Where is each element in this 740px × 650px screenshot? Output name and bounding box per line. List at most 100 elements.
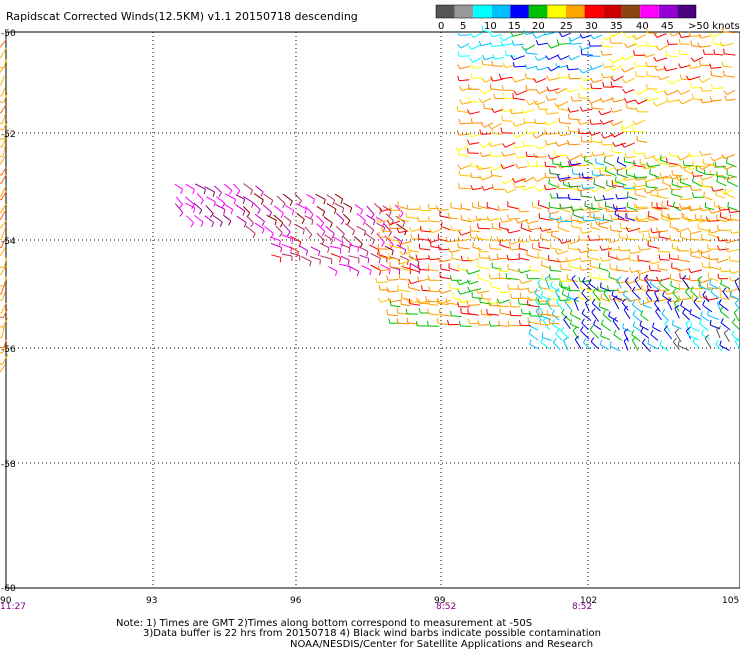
wind-barb [571,219,582,223]
wind-barb-flag [180,189,184,194]
wind-barb [590,174,601,181]
wind-barb [499,277,512,280]
wind-barb [452,229,462,232]
wind-barb-flag [624,33,628,39]
wind-barb-flag [470,63,474,69]
wind-barb [670,79,681,85]
wind-barb [611,151,623,154]
wind-barb-flag [718,205,721,211]
wind-barb-flag [399,250,403,256]
wind-barb-flag [660,210,663,216]
wind-barb [481,313,492,317]
wind-barb [0,283,6,295]
wind-barb [719,248,729,251]
wind-barb-flag [0,56,1,58]
wind-barb [590,341,599,350]
wind-barb [536,101,546,106]
wind-barb-flag [330,239,334,245]
wind-barb [469,288,482,292]
wind-barb-flag [467,109,471,115]
wind-barb [558,108,570,112]
wind-barb-flag [480,89,484,95]
wind-barb-flag [728,255,731,261]
wind-barb-flag [567,243,570,249]
wind-barb [550,173,561,176]
wind-barb [626,155,636,159]
wind-barb-flag [0,316,4,319]
wind-barb [549,206,561,210]
wind-barb-flag [375,277,378,284]
wind-barb [589,239,602,241]
wind-barb-flag [0,211,1,214]
wind-barb-flag [399,212,404,218]
wind-barb-flag [545,297,550,303]
wind-barb-flag [590,136,593,142]
wind-barb-flag [608,272,610,278]
wind-barb-flag [601,72,604,78]
wind-barb-flag [478,98,483,104]
wind-barb-flag [626,201,629,208]
wind-barb [702,100,713,104]
wind-barb [608,315,619,323]
wind-barb [680,297,691,301]
wind-barb [705,173,715,176]
wind-barb [0,174,7,184]
wind-barb [389,239,400,242]
wind-barb-flag [544,161,547,167]
wind-barb-flag [367,258,370,264]
wind-barb-flag [320,222,325,228]
wind-barb [659,283,670,292]
wind-barb-flag [298,200,302,206]
wind-barb [484,122,494,128]
wind-barb [348,265,359,272]
wind-barb [471,44,481,50]
wind-barb [641,342,651,353]
wind-barb-flag [701,329,704,335]
wind-barb-flag [420,225,422,231]
wind-barb-flag [497,205,501,211]
wind-barb-flag [609,121,614,126]
wind-barb [701,153,712,156]
wind-barb [431,228,442,234]
wind-barb [326,194,335,201]
wind-barb [642,238,653,243]
wind-barb-flag [504,50,507,56]
wind-barb [428,269,439,272]
scale-swatch [473,5,492,18]
wind-barb [603,75,614,79]
wind-barb [408,249,419,253]
wind-barb [544,278,551,290]
wind-barb-flag [677,63,682,69]
wind-barb [681,165,692,169]
wind-barb-flag [557,183,560,189]
wind-barb-flag [554,249,559,255]
wind-barb-flag [478,40,482,46]
wind-barb-flag [662,290,665,296]
wind-barb [379,236,391,239]
wind-barb [316,205,325,212]
wind-barb [3,129,8,140]
wind-barb-flag [587,99,592,104]
wind-barb [587,256,600,261]
wind-barb [680,305,691,313]
wind-barb-flag [559,161,562,167]
wind-barb [600,286,612,292]
wind-barb [702,90,713,92]
wind-barb [655,311,662,321]
wind-barb-flag [730,290,733,296]
wind-barb [246,215,254,224]
wind-barb-flag [381,225,383,231]
wind-barb-flag [719,306,724,312]
wind-barb [491,122,502,130]
lon-label: 99 [434,596,446,606]
scale-label: 45 [661,21,674,32]
wind-barb [335,212,345,221]
wind-barb [697,227,710,232]
wind-barb [233,183,241,192]
wind-barb-flag [726,158,728,164]
wind-barb-flag [0,112,1,114]
wind-barb-flag [500,40,504,46]
wind-barb [584,302,590,312]
wind-barb [253,202,261,211]
wind-barb [603,219,614,222]
